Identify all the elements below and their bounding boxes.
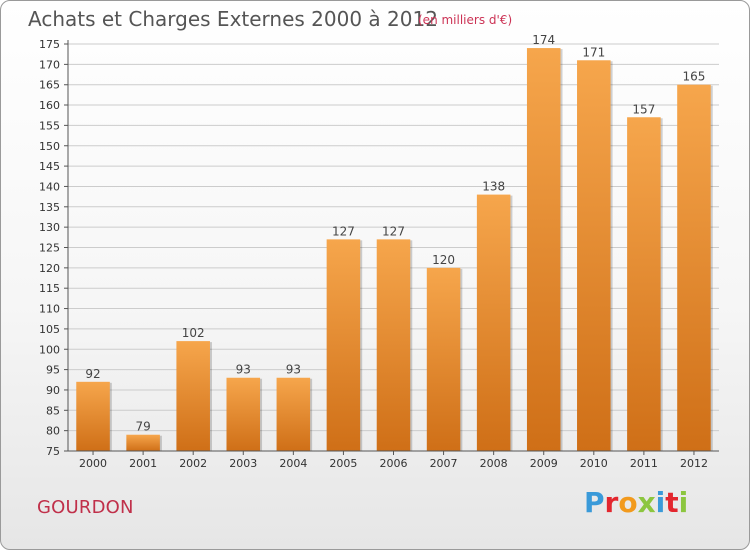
bar	[677, 84, 711, 451]
x-tick-label: 2007	[430, 457, 458, 470]
y-tick-label: 130	[39, 221, 60, 234]
bar	[176, 341, 210, 451]
y-tick-label: 165	[39, 79, 60, 92]
x-tick-label: 2011	[630, 457, 658, 470]
bar	[226, 377, 261, 451]
value-label: 93	[286, 363, 301, 377]
value-label: 138	[482, 180, 505, 194]
logo-letter: t	[665, 486, 679, 519]
logo-letter: P	[584, 486, 605, 519]
y-tick-label: 140	[39, 180, 60, 193]
y-tick-label: 175	[39, 38, 60, 51]
logo-letter: x	[637, 486, 656, 519]
value-label: 127	[332, 224, 355, 238]
bar	[76, 381, 110, 451]
bar	[476, 194, 511, 451]
value-label: 102	[182, 326, 205, 340]
x-tick-label: 2004	[279, 457, 307, 470]
y-tick-label: 115	[39, 282, 60, 295]
chart-title: Achats et Charges Externes 2000 à 2012	[28, 7, 438, 31]
logo-letter: r	[604, 486, 619, 519]
bar	[276, 377, 311, 451]
y-tick-label: 110	[39, 303, 60, 316]
x-tick-label: 2000	[79, 457, 107, 470]
y-tick-label: 75	[46, 445, 60, 458]
y-tick-label: 100	[39, 343, 60, 356]
y-tick-label: 85	[46, 404, 60, 417]
x-tick-label: 2008	[480, 457, 508, 470]
y-tick-label: 150	[39, 140, 60, 153]
axes	[67, 40, 719, 452]
y-tick-label: 160	[39, 99, 60, 112]
bar	[627, 117, 661, 451]
logo-letter: i	[655, 486, 666, 519]
value-label: 120	[432, 253, 455, 267]
y-tick-label: 80	[46, 425, 60, 438]
bar	[426, 267, 461, 451]
proxiti-logo[interactable]: Proxiti	[584, 486, 688, 519]
y-tick-label: 155	[39, 119, 60, 132]
y-tick-label: 90	[46, 384, 60, 397]
value-label: 171	[582, 45, 605, 59]
y-tick-label: 105	[39, 323, 60, 336]
value-label: 92	[85, 367, 100, 381]
value-label: 93	[236, 363, 251, 377]
logo-letter: i	[678, 486, 689, 519]
bar	[376, 239, 411, 451]
bar	[326, 239, 361, 451]
y-tick-label: 135	[39, 201, 60, 214]
x-tick-label: 2005	[329, 457, 357, 470]
bar	[526, 48, 561, 451]
x-tick-label: 2012	[680, 457, 708, 470]
value-label: 127	[382, 224, 405, 238]
value-label: 157	[632, 102, 655, 116]
value-label: 174	[532, 33, 555, 47]
y-tick-label: 95	[46, 364, 60, 377]
x-tick-label: 2002	[179, 457, 207, 470]
y-tick-label: 145	[39, 160, 60, 173]
bar	[126, 434, 160, 451]
x-tick-label: 2001	[129, 457, 157, 470]
chart-subtitle: (en milliers d'€)	[418, 13, 513, 27]
logo-letter: o	[618, 486, 638, 519]
x-tick-label: 2003	[229, 457, 257, 470]
bars	[76, 48, 713, 451]
x-tick-label: 2009	[530, 457, 558, 470]
y-axis-ticks: 75 80 85 90 95 100 105 110 115 120 125 130 135 140 145…	[39, 38, 68, 458]
value-label: 165	[683, 70, 706, 84]
y-tick-label: 125	[39, 242, 60, 255]
commune-name: GOURDON	[37, 497, 134, 518]
x-tick-label: 2006	[380, 457, 408, 470]
x-axis-ticks: 2000 2001 2002 2003 2004 2005 2006 2007 2008 2009…	[79, 451, 708, 470]
y-tick-label: 120	[39, 262, 60, 275]
value-label: 79	[135, 420, 150, 434]
bar	[577, 60, 611, 451]
x-tick-label: 2010	[580, 457, 608, 470]
value-labels: 92 79 102 93 93 127 127 120 138 174 171 157 165	[85, 33, 705, 434]
y-tick-label: 170	[39, 58, 60, 71]
